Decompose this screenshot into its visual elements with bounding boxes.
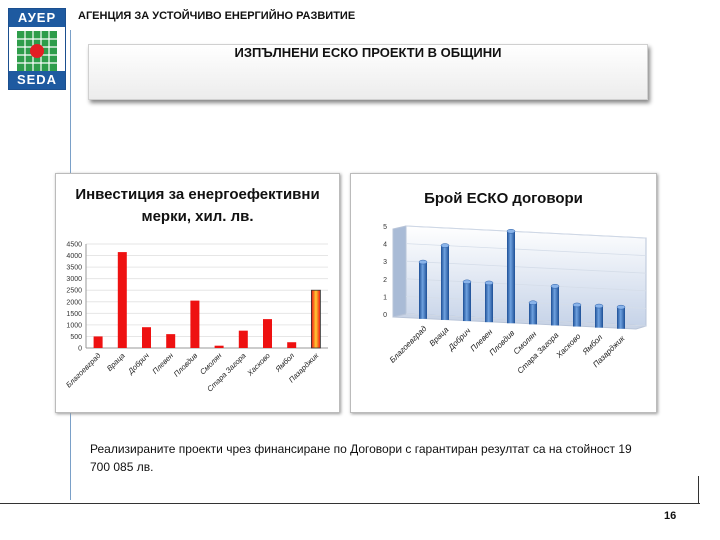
logo-bottom-text: SEDA: [9, 71, 65, 89]
chart2-x-tick-label: Добрич: [446, 326, 473, 353]
chart1-x-tick-label: Добрич: [126, 351, 151, 376]
chart2-bar: [485, 282, 493, 323]
chart2-bar: [529, 302, 537, 325]
esco-contracts-chart: Брой ЕСКО договори 0 1 2 3 4 5 Благоевград Врац…: [350, 173, 657, 413]
seda-logo: АУЕР SEDA: [8, 8, 66, 90]
chart2-bar-top: [506, 229, 516, 234]
chart1-bar: [166, 334, 176, 348]
chart2-y-tick-label: 5: [383, 224, 387, 231]
chart1-plot: 0 500 1000 1500 2000 2500 3000 3500 4000 4500 Благ…: [64, 242, 328, 394]
chart2-bar: [463, 281, 471, 322]
chart1-x-tick-label: Пловдив: [172, 351, 200, 379]
chart2-bar: [551, 286, 559, 326]
chart1-x-tick-label: Благоевград: [64, 351, 102, 389]
chart1-y-tick-label: 1000: [66, 322, 82, 329]
chart1-bar: [263, 319, 272, 348]
chart1-bar: [93, 336, 103, 348]
chart2-y-tick-label: 0: [383, 312, 387, 319]
chart1-y-tick-label: 2000: [66, 299, 82, 306]
chart2-y-tick-label: 2: [383, 277, 387, 284]
chart1-bar: [190, 300, 200, 348]
chart2-bar-top: [418, 259, 428, 265]
footer-line: [0, 503, 700, 504]
slide-title: ИЗПЪЛНЕНИ ЕСКО ПРОЕКТИ В ОБЩИНИ: [88, 44, 648, 100]
chart2-bar: [507, 231, 515, 324]
chart2-y-tick-label: 4: [383, 242, 387, 249]
chart1-y-tick-label: 1500: [66, 311, 82, 318]
page-number: 16: [664, 510, 677, 522]
chart2-bar-top: [550, 284, 560, 289]
chart2-bar-top: [572, 302, 582, 308]
chart2-bar: [419, 262, 427, 319]
footer-corner-line: [698, 476, 699, 504]
chart2-bar: [595, 306, 603, 328]
chart1-bar: [142, 327, 151, 348]
chart2-bar-top: [528, 300, 538, 305]
chart1-bar: [238, 330, 248, 348]
summary-note: Реализираните проекти чрез финансиране п…: [90, 442, 632, 474]
chart1-bar: [310, 289, 321, 349]
chart2-bar-top: [462, 279, 472, 285]
chart1-x-tick-label: Хасково: [245, 351, 272, 378]
chart2-x-tick-label: Благоевград: [388, 324, 429, 365]
chart2-bar-top: [616, 304, 626, 310]
chart1-title-line2: мерки, хил. лв.: [141, 208, 254, 225]
investment-chart: Инвестиция за енергоефективни мерки, хил…: [55, 173, 340, 413]
logo-top-text: АУЕР: [9, 9, 65, 27]
chart2-title: Брой ЕСКО договори: [424, 190, 583, 207]
chart1-y-tick-label: 2500: [66, 288, 82, 295]
chart2-y-tick-label: 3: [383, 259, 387, 266]
chart1-y-tick-label: 3000: [66, 276, 82, 283]
chart1-y-tick-label: 500: [70, 334, 82, 341]
chart2-bar-top: [440, 243, 450, 248]
chart1-x-tick-label: Враца: [105, 351, 127, 373]
logo-emblem-icon: [17, 31, 57, 71]
agency-name: АГЕНЦИЯ ЗА УСТОЙЧИВО ЕНЕРГИЙНО РАЗВИТИЕ: [78, 10, 356, 22]
chart1-y-tick-label: 0: [78, 346, 82, 353]
chart1-y-tick-label: 4500: [66, 242, 82, 249]
chart2-gridline: [405, 225, 647, 239]
chart2-y-tick-label: 1: [383, 294, 387, 301]
chart2-bar: [617, 307, 625, 329]
chart1-title-line1: Инвестиция за енергоефективни: [75, 186, 320, 203]
chart1-bar: [117, 252, 127, 348]
chart1-bar: [214, 345, 224, 348]
chart2-bar: [441, 245, 449, 320]
chart2-bar-top: [484, 280, 494, 286]
chart1-bar: [287, 342, 297, 348]
chart2-side-wall: [392, 225, 407, 318]
chart2-bar-top: [594, 303, 604, 309]
chart1-y-tick-label: 4000: [66, 253, 82, 260]
chart2-bar: [573, 304, 581, 327]
chart1-y-tick-label: 3500: [66, 265, 82, 272]
